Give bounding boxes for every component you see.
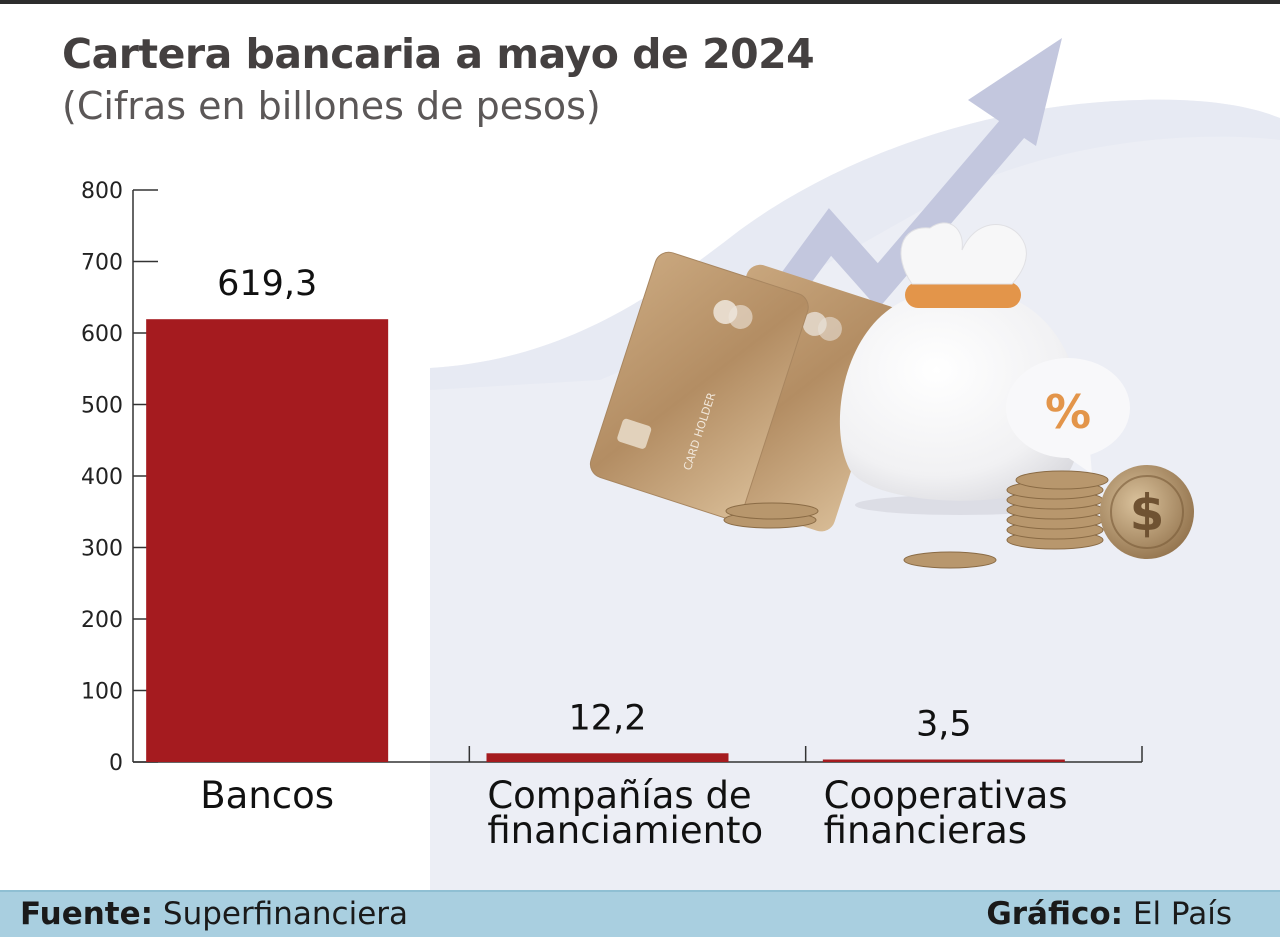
data-label: 3,5 bbox=[916, 704, 972, 744]
y-tick-label: 500 bbox=[81, 394, 123, 419]
footer-bar: Fuente: Superfinanciera Gráfico: El País bbox=[0, 890, 1280, 937]
x-category-label: Bancos bbox=[200, 774, 334, 817]
y-tick-label: 200 bbox=[81, 608, 123, 633]
bar-chart: 0 100 200 300 400 500 600 700 800 619,3 Bancos 12,2… bbox=[81, 179, 1143, 852]
finance-illustration: CARD HOLDER % $ bbox=[589, 38, 1194, 569]
bar bbox=[486, 753, 729, 762]
x-category-label: Cooperativas financieras bbox=[824, 774, 1068, 852]
y-tick-label: 700 bbox=[81, 251, 123, 276]
graphic-credit: Gráfico: El País bbox=[986, 896, 1232, 932]
credit-label: Gráfico: bbox=[986, 896, 1124, 932]
y-tick-label: 300 bbox=[81, 537, 123, 562]
y-tick-label: 0 bbox=[109, 751, 123, 776]
source-label: Fuente: bbox=[20, 896, 154, 932]
data-label: 12,2 bbox=[569, 698, 647, 738]
credit-value: El País bbox=[1132, 896, 1232, 932]
top-rule bbox=[0, 0, 1280, 4]
x-category-label: Compañías de financiamiento bbox=[487, 774, 763, 852]
y-tick-label: 400 bbox=[81, 465, 123, 490]
source-credit: Fuente: Superfinanciera bbox=[20, 896, 408, 932]
chart-title: Cartera bancaria a mayo de 2024 bbox=[62, 30, 815, 78]
y-tick-label: 600 bbox=[81, 322, 123, 347]
chart-subtitle: (Cifras en billones de pesos) bbox=[62, 84, 601, 128]
trend-arrow-icon bbox=[767, 38, 1062, 309]
bar bbox=[146, 319, 389, 762]
dollar-symbol: $ bbox=[1130, 484, 1165, 542]
coin-stack-icon bbox=[723, 470, 1109, 569]
credit-card-icon: CARD HOLDER bbox=[589, 251, 900, 532]
percent-symbol: % bbox=[1045, 385, 1091, 439]
percent-bubble-icon: % bbox=[1006, 358, 1130, 474]
dollar-coin-icon: $ bbox=[1100, 465, 1194, 559]
y-tick-label: 800 bbox=[81, 179, 123, 204]
bar bbox=[822, 759, 1065, 762]
source-value: Superfinanciera bbox=[162, 896, 409, 932]
y-tick-label: 100 bbox=[81, 680, 123, 705]
money-bag-icon bbox=[839, 222, 1082, 515]
data-label: 619,3 bbox=[217, 264, 317, 304]
